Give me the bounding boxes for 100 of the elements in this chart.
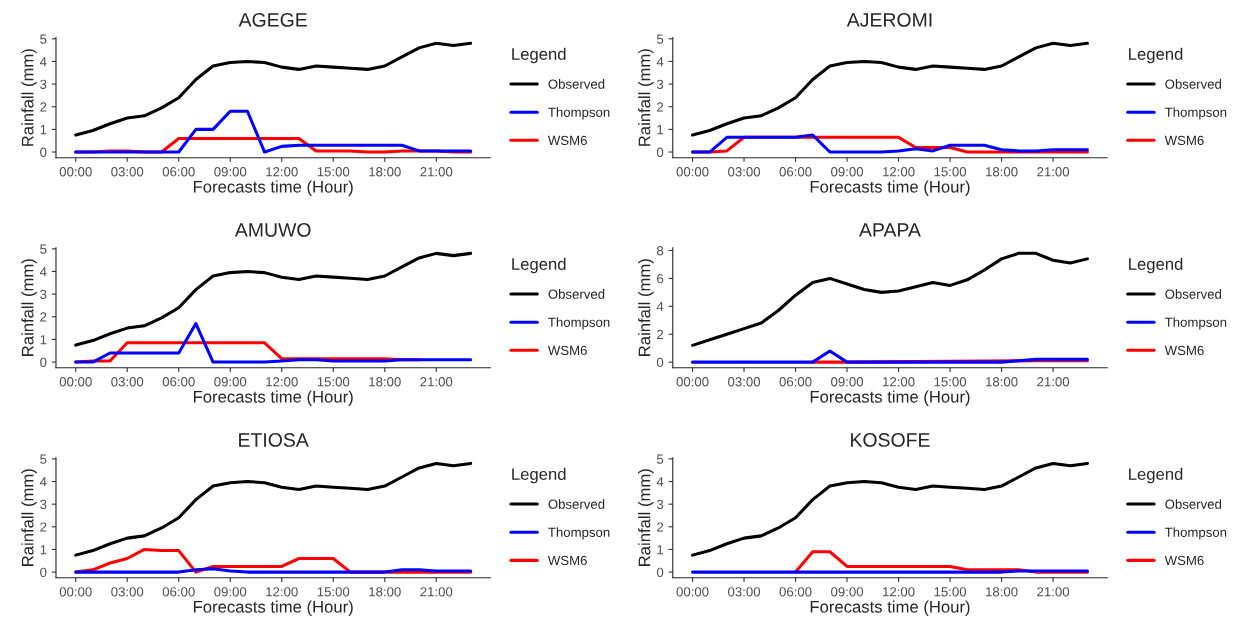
legend-label: Observed (548, 289, 605, 299)
x-tick-label: 21:00 (420, 377, 453, 387)
legend-title: Legend (512, 257, 566, 274)
x-axis-title: Forecasts time (Hour) (193, 180, 353, 196)
y-tick-label: 2 (657, 522, 664, 532)
legend-label: Thompson (548, 317, 610, 330)
legend-label: Thompson (1164, 107, 1227, 120)
legend-label: WSM6 (547, 555, 587, 566)
x-tick-label: 00:00 (59, 167, 92, 177)
x-tick-label: 00:00 (676, 587, 709, 597)
x-axis-title: Forecasts time (Hour) (193, 600, 353, 617)
legend-title: Legend (512, 467, 566, 484)
x-tick-label: 09:00 (214, 377, 247, 387)
legend-label: Thompson (1164, 527, 1227, 540)
legend-label: WSM6 (547, 345, 587, 356)
x-tick-label: 21:00 (420, 167, 453, 177)
x-tick-label: 15:00 (317, 587, 350, 597)
x-tick-label: 03:00 (728, 167, 761, 177)
legend-title: Legend (1129, 467, 1183, 484)
legend-label: Observed (548, 79, 605, 89)
y-tick-label: 4 (39, 477, 47, 487)
line-series (794, 550, 1089, 574)
x-tick-label: 18:00 (986, 167, 1018, 177)
y-tick-label: 1 (657, 545, 664, 555)
x-tick-label: 12:00 (883, 377, 915, 387)
y-tick-label: 1 (40, 545, 47, 555)
x-tick-label: 03:00 (111, 587, 144, 597)
y-tick-label: 5 (40, 244, 47, 254)
y-tick-label: 0 (40, 357, 47, 367)
y-tick-label: 6 (657, 273, 664, 284)
x-tick-label: 09:00 (831, 587, 864, 597)
x-tick-label: 06:00 (162, 377, 195, 387)
y-tick-label: 8 (657, 246, 664, 256)
y-tick-label: 1 (657, 125, 664, 135)
x-tick-label: 00:00 (59, 587, 92, 597)
x-tick-label: 06:00 (779, 377, 812, 387)
x-tick-label: 06:00 (779, 587, 812, 597)
y-tick-label: 4 (39, 57, 47, 67)
y-tick-label: 5 (656, 454, 664, 464)
x-tick-label: 18:00 (369, 587, 401, 597)
x-tick-label: 21:00 (1037, 167, 1070, 177)
x-tick-label: 21:00 (420, 587, 453, 597)
y-tick-label: 3 (656, 79, 664, 90)
y-tick-label: 3 (40, 499, 47, 510)
y-tick-label: 0 (656, 567, 664, 578)
y-tick-label: 1 (40, 125, 47, 135)
y-tick-label: 0 (40, 147, 47, 157)
y-tick-label: 3 (656, 499, 664, 510)
line-series (691, 349, 1089, 364)
x-tick-label: 18:00 (369, 377, 401, 387)
chart-title: APAPA (859, 223, 921, 237)
legend-label: WSM6 (547, 135, 587, 146)
legend-label: Observed (548, 499, 605, 509)
chart-title: AJEROMI (846, 12, 932, 27)
chart-title: ETIOSA (239, 433, 309, 447)
x-tick-label: 09:00 (831, 377, 864, 387)
x-tick-label: 18:00 (986, 587, 1018, 597)
y-axis-title: Rainfall (mm) (21, 49, 37, 146)
x-tick-label: 03:00 (728, 587, 761, 597)
x-tick-label: 09:00 (831, 167, 864, 177)
x-tick-label: 12:00 (266, 377, 298, 387)
x-tick-label: 18:00 (369, 167, 401, 177)
x-tick-label: 06:00 (162, 167, 195, 177)
legend-title: Legend (1129, 257, 1183, 274)
x-tick-label: 06:00 (162, 587, 195, 597)
x-axis-title: Forecasts time (Hour) (810, 600, 970, 617)
x-axis-title: Forecasts time (Hour) (193, 390, 353, 406)
x-axis-title: Forecasts time (Hour) (810, 180, 970, 196)
line-series (74, 41, 473, 137)
x-tick-label: 00:00 (676, 377, 709, 387)
legend-title: Legend (512, 47, 566, 64)
x-tick-label: 15:00 (317, 167, 350, 177)
x-tick-label: 06:00 (779, 167, 812, 177)
y-tick-label: 0 (40, 567, 47, 578)
x-tick-label: 00:00 (59, 377, 92, 387)
y-tick-label: 4 (39, 267, 47, 277)
x-tick-label: 12:00 (883, 587, 915, 597)
x-tick-label: 03:00 (111, 167, 144, 177)
chart-title: KOSOFE (851, 433, 930, 447)
line-series (74, 109, 473, 154)
x-tick-label: 09:00 (214, 167, 247, 177)
x-tick-label: 12:00 (883, 167, 915, 177)
y-tick-label: 5 (40, 34, 47, 44)
legend-label: Observed (1165, 499, 1222, 509)
legend-label: Thompson (548, 527, 610, 540)
y-tick-label: 4 (656, 477, 664, 487)
x-tick-label: 15:00 (317, 377, 350, 387)
line-series (691, 461, 1089, 557)
y-tick-label: 5 (40, 454, 47, 464)
y-tick-label: 4 (656, 302, 664, 312)
legend-label: Observed (1165, 79, 1222, 89)
legend-label: Observed (1165, 289, 1222, 299)
y-tick-label: 5 (656, 34, 664, 44)
x-tick-label: 12:00 (266, 587, 298, 597)
line-series (691, 41, 1089, 137)
y-tick-label: 0 (656, 357, 664, 368)
x-tick-label: 15:00 (934, 167, 967, 177)
x-tick-label: 15:00 (934, 587, 967, 597)
y-tick-label: 2 (40, 102, 47, 112)
y-axis-title: Rainfall (mm) (21, 259, 37, 356)
